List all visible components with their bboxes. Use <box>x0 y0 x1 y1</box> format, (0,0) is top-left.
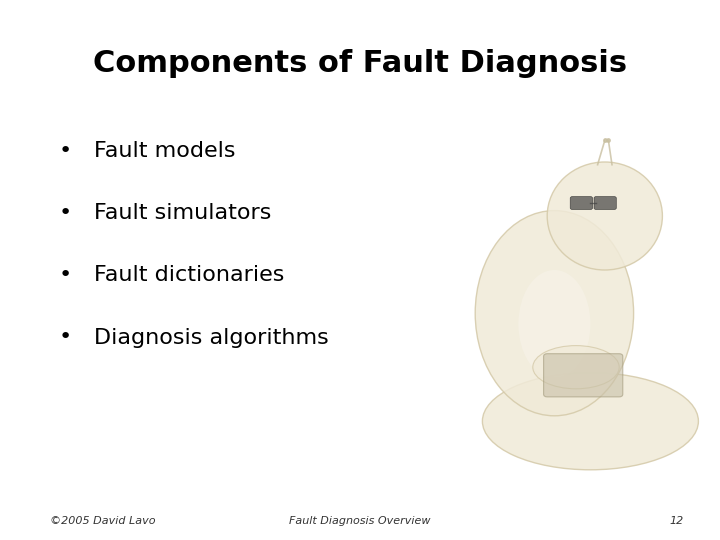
Text: Diagnosis algorithms: Diagnosis algorithms <box>94 327 328 348</box>
Text: 12: 12 <box>670 516 684 526</box>
Text: Components of Fault Diagnosis: Components of Fault Diagnosis <box>93 49 627 78</box>
Ellipse shape <box>533 346 619 389</box>
Text: •: • <box>58 265 71 286</box>
FancyBboxPatch shape <box>544 354 623 397</box>
Ellipse shape <box>518 270 590 378</box>
Text: ©2005 David Lavo: ©2005 David Lavo <box>50 516 156 526</box>
Text: •: • <box>58 141 71 161</box>
Text: Fault Diagnosis Overview: Fault Diagnosis Overview <box>289 516 431 526</box>
Text: Fault models: Fault models <box>94 141 235 161</box>
Ellipse shape <box>482 373 698 470</box>
Ellipse shape <box>547 162 662 270</box>
Text: Fault simulators: Fault simulators <box>94 203 271 224</box>
Text: •: • <box>58 327 71 348</box>
FancyBboxPatch shape <box>570 197 593 210</box>
Text: •: • <box>58 203 71 224</box>
Ellipse shape <box>475 211 634 416</box>
FancyBboxPatch shape <box>594 197 616 210</box>
Text: Fault dictionaries: Fault dictionaries <box>94 265 284 286</box>
